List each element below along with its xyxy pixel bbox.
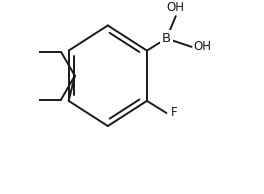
Text: OH: OH (167, 1, 185, 14)
Text: F: F (171, 107, 178, 120)
Text: B: B (162, 32, 171, 45)
Text: OH: OH (194, 40, 211, 53)
